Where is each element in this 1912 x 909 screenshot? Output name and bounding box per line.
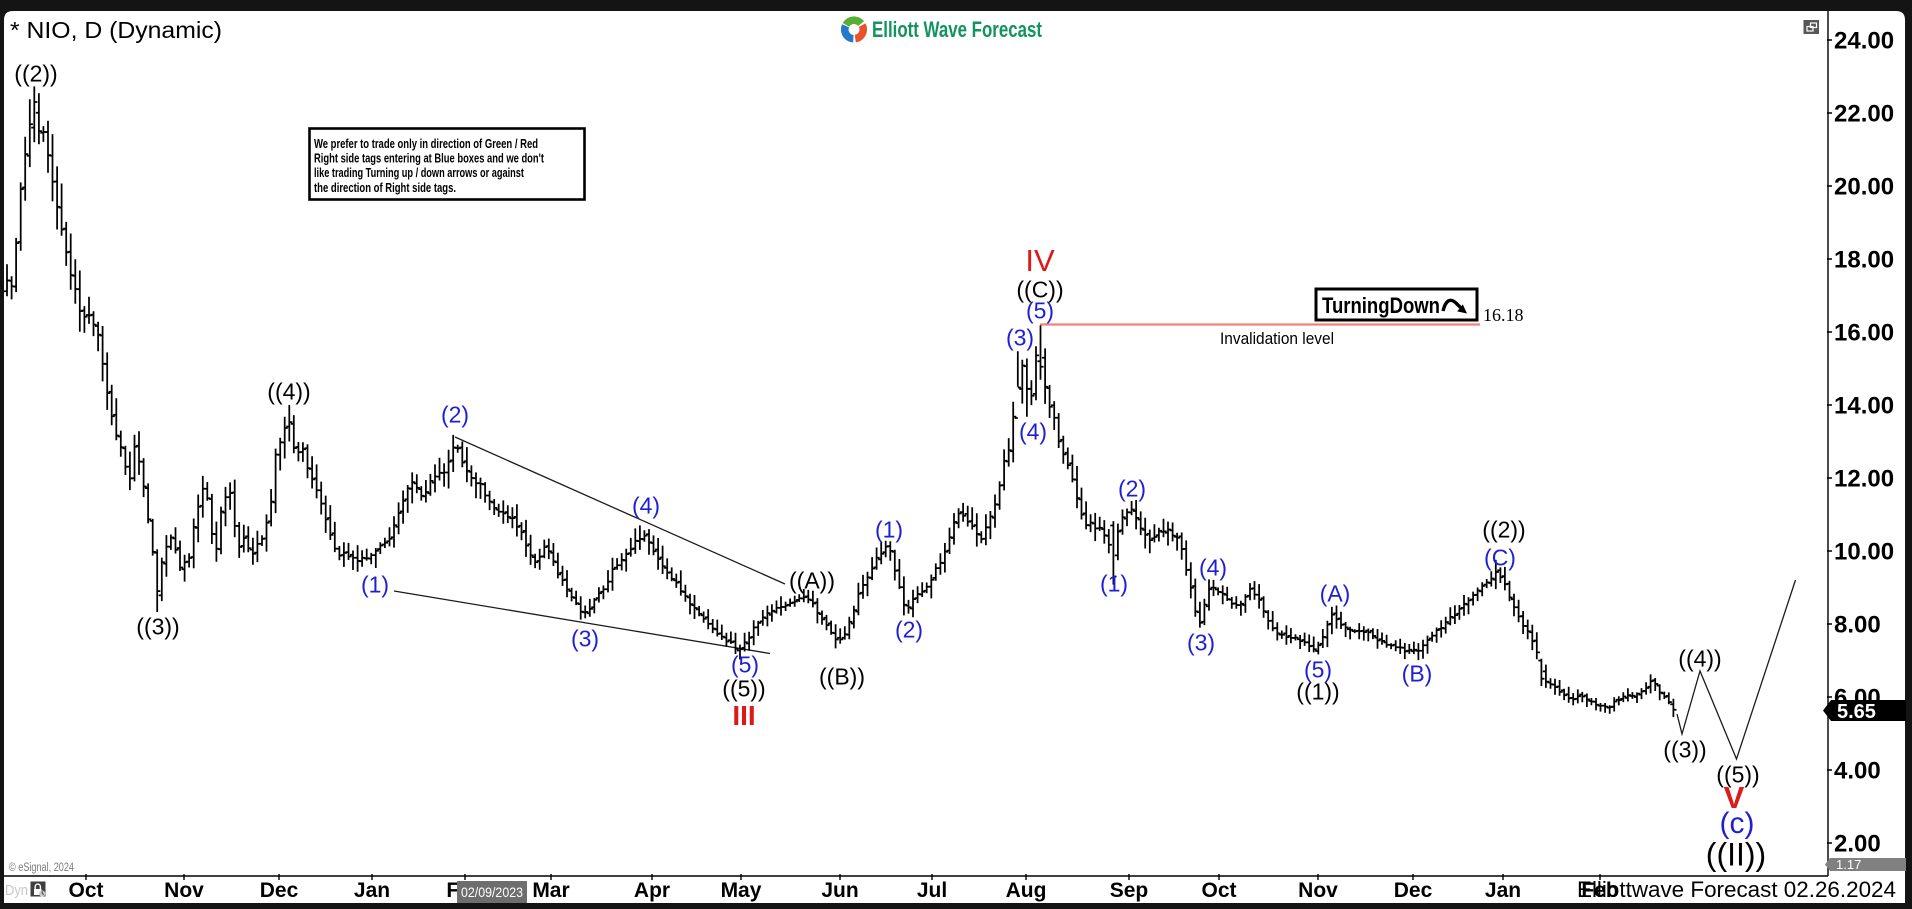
svg-text:Oct: Oct [68, 879, 103, 902]
svg-text:2.00: 2.00 [1834, 831, 1881, 858]
svg-text:TurningDown: TurningDown [1322, 293, 1440, 318]
svg-text:16.18: 16.18 [1483, 305, 1524, 325]
svg-text:(5): (5) [1304, 656, 1332, 682]
svg-text:Nov: Nov [1298, 879, 1338, 902]
svg-text:4.00: 4.00 [1834, 758, 1881, 785]
svg-text:(4): (4) [632, 492, 660, 518]
svg-text:10.00: 10.00 [1834, 539, 1894, 566]
svg-text:Jun: Jun [821, 879, 858, 902]
svg-text:Dyn: Dyn [5, 883, 28, 899]
svg-text:© eSignal, 2024: © eSignal, 2024 [9, 862, 74, 874]
svg-text:(4): (4) [1019, 418, 1047, 444]
svg-text:((3)): ((3)) [1663, 736, 1706, 762]
svg-text:((2)): ((2)) [1482, 516, 1525, 542]
svg-text:(3): (3) [1187, 629, 1215, 655]
svg-text:(B): (B) [1402, 660, 1433, 686]
svg-text:14.00: 14.00 [1834, 393, 1894, 420]
svg-text:((A)): ((A)) [789, 567, 835, 593]
svg-text:Oct: Oct [1201, 879, 1236, 902]
svg-text:12.00: 12.00 [1834, 466, 1894, 493]
svg-text:18.00: 18.00 [1834, 247, 1894, 274]
svg-text:(A): (A) [1320, 580, 1351, 606]
svg-text:Dec: Dec [260, 879, 299, 902]
svg-text:Feb: Feb [1581, 879, 1618, 902]
svg-text:Invalidation level: Invalidation level [1220, 329, 1334, 348]
svg-text:(5): (5) [1026, 297, 1054, 323]
svg-text:(C): (C) [1484, 544, 1516, 570]
svg-text:May: May [721, 879, 762, 902]
svg-text:(2): (2) [895, 616, 923, 642]
svg-text:((II)): ((II)) [1706, 837, 1766, 873]
svg-text:Elliottwave Forecast 02.26.202: Elliottwave Forecast 02.26.2024 [1577, 877, 1896, 902]
svg-text:((C)): ((C)) [1016, 276, 1063, 302]
svg-text:Jul: Jul [917, 879, 947, 902]
svg-text:(2): (2) [441, 401, 469, 427]
svg-text:(2): (2) [1118, 475, 1146, 501]
svg-text:(3): (3) [1006, 324, 1034, 350]
svg-text:* NIO, D (Dynamic): * NIO, D (Dynamic) [10, 17, 222, 43]
svg-text:IV: IV [1025, 243, 1055, 278]
svg-text:((5)): ((5)) [1716, 761, 1759, 787]
svg-text:(1): (1) [361, 571, 389, 597]
svg-text:Dec: Dec [1394, 879, 1433, 902]
svg-text:Aug: Aug [1006, 879, 1047, 902]
svg-text:V: V [1724, 780, 1745, 815]
svg-text:Jan: Jan [354, 879, 390, 902]
svg-text:Mar: Mar [532, 879, 569, 902]
svg-text:1.17: 1.17 [1836, 857, 1861, 872]
svg-text:24.00: 24.00 [1834, 28, 1894, 55]
svg-text:22.00: 22.00 [1834, 101, 1894, 128]
svg-text:(c): (c) [1720, 807, 1755, 840]
svg-text:8.00: 8.00 [1834, 612, 1881, 639]
svg-text:(1): (1) [875, 516, 903, 542]
svg-text:20.00: 20.00 [1834, 174, 1894, 201]
svg-text:Apr: Apr [634, 879, 670, 902]
svg-text:(4): (4) [1199, 554, 1227, 580]
svg-text:((4)): ((4)) [1678, 645, 1721, 671]
svg-text:We prefer to trade only in dir: We prefer to trade only in direction of … [314, 137, 538, 151]
svg-text:((4)): ((4)) [267, 378, 310, 404]
svg-text:the direction of Right side ta: the direction of Right side tags. [314, 181, 456, 195]
svg-text:(1): (1) [1100, 570, 1128, 596]
svg-text:Nov: Nov [164, 879, 204, 902]
svg-text:((B)): ((B)) [819, 663, 865, 689]
svg-text:5.65: 5.65 [1837, 701, 1876, 723]
svg-text:III: III [732, 700, 755, 731]
svg-text:Right side tags entering at Bl: Right side tags entering at Blue boxes a… [314, 152, 545, 166]
svg-text:((3)): ((3)) [136, 613, 179, 639]
svg-text:02/09/2023: 02/09/2023 [461, 884, 523, 900]
svg-text:((1)): ((1)) [1296, 678, 1339, 704]
svg-text:like trading Turning up / down: like trading Turning up / down arrows or… [314, 166, 525, 180]
svg-text:((2)): ((2)) [14, 60, 57, 86]
svg-text:(5): (5) [731, 651, 759, 677]
svg-text:((5)): ((5)) [722, 675, 765, 701]
svg-text:(3): (3) [571, 625, 599, 651]
svg-text:Elliott Wave Forecast: Elliott Wave Forecast [872, 17, 1043, 42]
svg-text:16.00: 16.00 [1834, 320, 1894, 347]
svg-text:Sep: Sep [1110, 879, 1149, 902]
svg-text:Jan: Jan [1485, 879, 1521, 902]
